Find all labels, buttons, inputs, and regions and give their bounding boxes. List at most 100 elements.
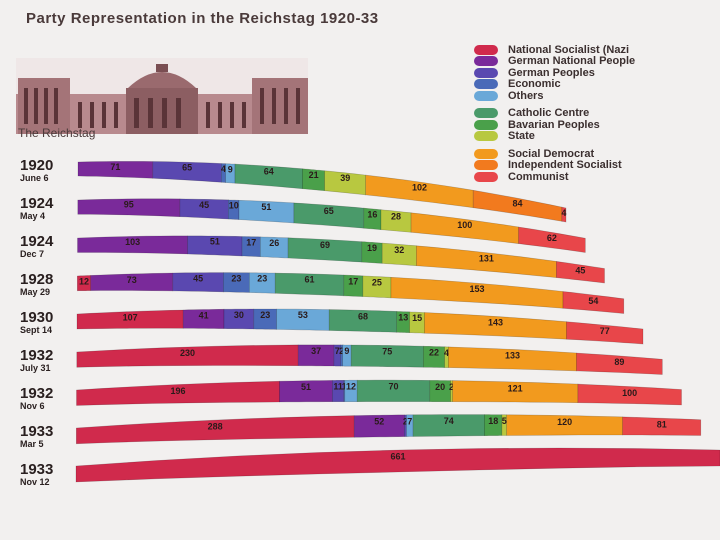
- arc-segment: [518, 226, 586, 253]
- seat-count-label: 4: [221, 164, 226, 174]
- seat-count-label: 95: [124, 199, 134, 209]
- seat-count-label: 11: [333, 382, 343, 392]
- seat-count-label: 37: [311, 346, 321, 356]
- legend-item: Catholic Centre: [474, 107, 720, 120]
- arc-segment: [577, 383, 682, 406]
- seat-count-label: 12: [346, 382, 356, 392]
- seat-count-label: 17: [348, 276, 358, 286]
- seat-count-label: 41: [199, 311, 209, 321]
- legend: National Socialist (Nazi German National …: [474, 44, 720, 189]
- seat-count-label: 12: [79, 277, 89, 287]
- seat-count-label: 103: [125, 237, 140, 247]
- seat-count-label: 73: [127, 275, 137, 285]
- legend-swatch: [474, 90, 498, 101]
- seat-count-label: 22: [429, 348, 439, 358]
- seat-count-label: 100: [622, 388, 637, 398]
- tier-date: May 29: [20, 287, 51, 297]
- seat-count-label: 51: [301, 382, 311, 392]
- seat-count-label: 89: [614, 357, 624, 367]
- seat-count-label: 30: [234, 310, 244, 320]
- seat-count-label: 28: [391, 212, 401, 222]
- tier-year: 1933: [20, 423, 54, 440]
- seat-count-label: 23: [257, 274, 267, 284]
- legend-swatch: [474, 171, 498, 182]
- legend-swatch: [474, 108, 498, 119]
- tier-year-label: 1933 Mar 5: [20, 424, 53, 449]
- seat-count-label: 68: [358, 311, 368, 321]
- seat-count-label: 61: [304, 275, 314, 285]
- tier: 288 52 2 7 74 18 5 120 81: [76, 414, 702, 445]
- legend-group: National Socialist (Nazi German National …: [474, 44, 720, 102]
- legend-label: German Peoples: [508, 66, 595, 79]
- seat-count-label: 51: [210, 237, 220, 247]
- seat-count-label: 19: [367, 243, 377, 253]
- seat-count-label: 661: [390, 452, 405, 462]
- seat-count-label: 2: [449, 382, 454, 392]
- seat-count-label: 77: [600, 326, 610, 336]
- tier: 95 45 10 51 65 16 28 100 62: [77, 198, 586, 253]
- seat-count-label: 81: [657, 420, 667, 430]
- seat-count-label: 133: [505, 351, 520, 361]
- legend-label: Bavarian Peoples: [508, 118, 600, 131]
- arc-segment: [576, 352, 663, 375]
- tier-year: 1930: [20, 309, 54, 326]
- seat-count-label: 10: [229, 201, 239, 211]
- tier-year-label: 1920 June 6: [20, 158, 53, 183]
- legend-group: Catholic Centre Bavarian Peoples State: [474, 107, 720, 142]
- legend-swatch: [474, 56, 498, 67]
- seat-count-label: 69: [320, 240, 330, 250]
- arc-segment: [556, 261, 605, 284]
- arc-segment: [562, 291, 625, 314]
- legend-swatch: [474, 67, 498, 78]
- seat-count-label: 23: [260, 310, 270, 320]
- seat-count-label: 17: [246, 237, 256, 247]
- tier-year: 1932: [20, 385, 54, 402]
- tier-date: Nov 6: [20, 401, 45, 411]
- tier-date: Nov 12: [20, 477, 50, 487]
- tier-year: 1933: [20, 461, 54, 478]
- arc-segment: [566, 321, 644, 345]
- seat-count-label: 65: [182, 163, 192, 173]
- seat-count-label: 21: [309, 170, 319, 180]
- seat-count-label: 70: [388, 381, 398, 391]
- tier-year-label: 1932 Nov 6: [20, 386, 53, 411]
- seat-count-label: 120: [557, 417, 572, 427]
- tier-date: Mar 5: [20, 439, 44, 449]
- legend-label: Social Democrat: [508, 147, 595, 160]
- tier-year: 1928: [20, 271, 54, 288]
- seat-count-label: 26: [269, 238, 279, 248]
- seat-count-label: 153: [469, 284, 484, 294]
- seat-count-label: 51: [261, 202, 271, 212]
- legend-item: Independent Socialist: [474, 159, 720, 171]
- tier-year: 1920: [20, 157, 54, 174]
- legend-swatch: [474, 131, 498, 142]
- seat-count-label: 121: [508, 383, 523, 393]
- tier-date: Sept 14: [20, 325, 53, 335]
- tier-date: June 6: [20, 173, 49, 183]
- legend-label: Catholic Centre: [508, 107, 590, 120]
- legend-swatch: [474, 44, 498, 55]
- seat-count-label: 52: [374, 417, 384, 427]
- tier-date: May 4: [20, 211, 46, 221]
- seat-count-label: 15: [412, 313, 422, 323]
- seat-count-label: 4: [561, 208, 566, 218]
- legend-swatch: [474, 160, 498, 171]
- legend-item: German National People: [474, 55, 720, 67]
- tier-date: July 31: [20, 363, 51, 373]
- seat-count-label: 32: [394, 245, 404, 255]
- legend-item: German Peoples: [474, 67, 720, 79]
- tier-year-label: 1932 July 31: [20, 348, 53, 373]
- seat-count-label: 74: [444, 416, 454, 426]
- seat-count-label: 2: [339, 346, 344, 356]
- legend-item: Communist: [474, 171, 720, 183]
- seat-count-label: 71: [110, 162, 120, 172]
- tier-year-label: 1924 Dec 7: [20, 234, 53, 259]
- seat-count-label: 9: [228, 164, 233, 174]
- arc-segment: [561, 206, 567, 223]
- legend-swatch: [474, 148, 498, 159]
- seat-count-label: 196: [170, 386, 185, 396]
- tier-year: 1924: [20, 195, 54, 212]
- seat-count-label: 23: [231, 274, 241, 284]
- seat-count-label: 13: [398, 313, 408, 323]
